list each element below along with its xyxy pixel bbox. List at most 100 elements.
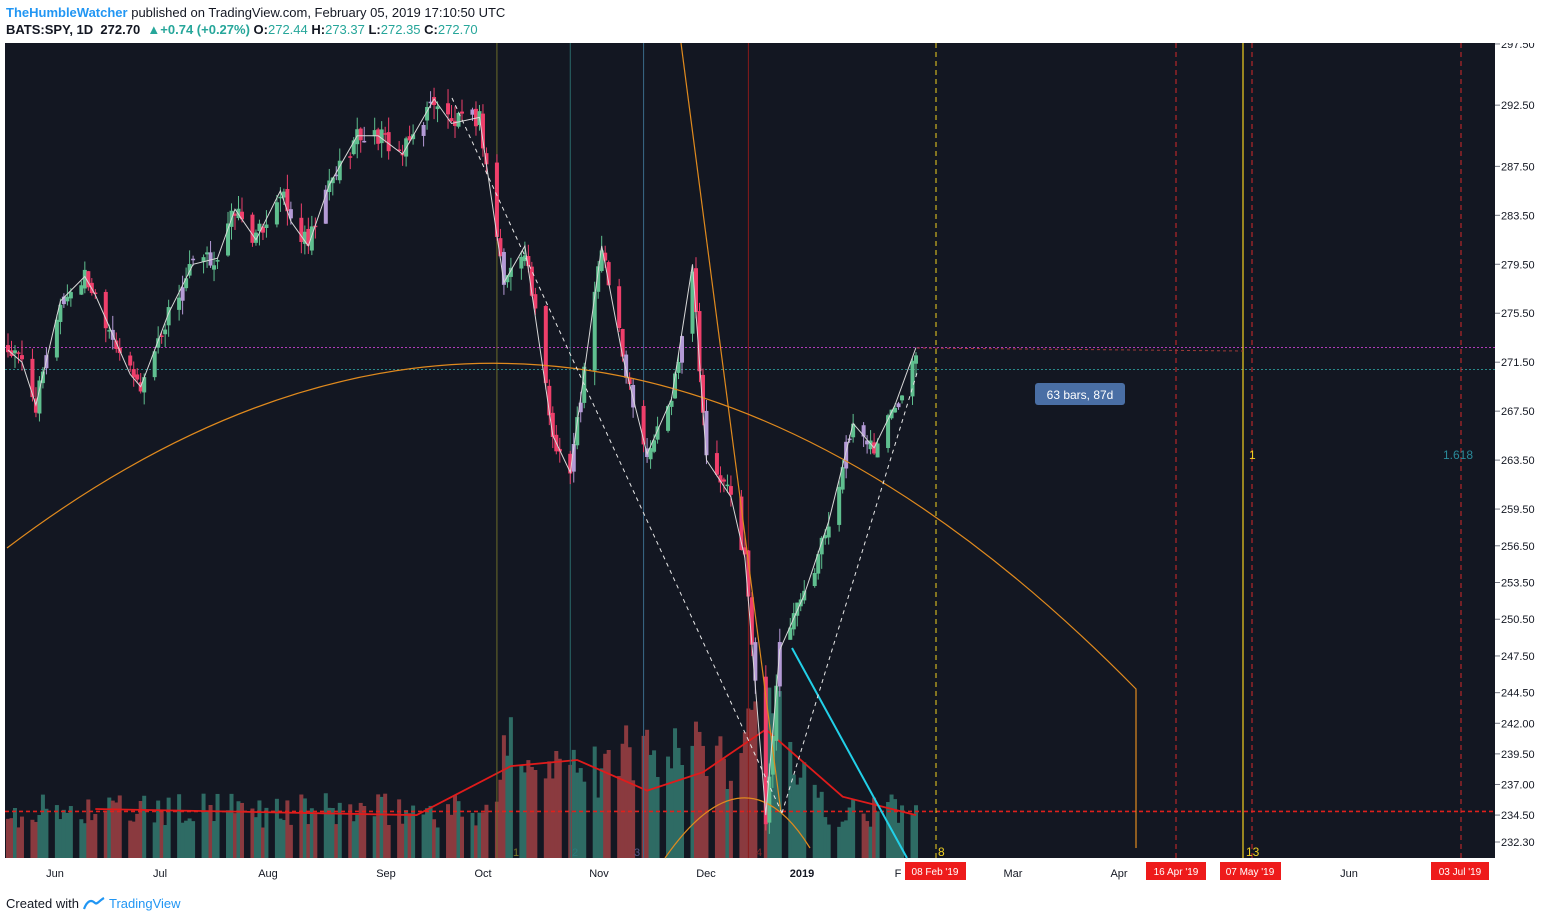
candle-body bbox=[746, 550, 751, 597]
candle-body bbox=[508, 267, 513, 277]
chart-area[interactable]: 297.50 292.50 287.50 283.50 279.50 275.50 271.… bbox=[5, 39, 1546, 886]
candle-body bbox=[156, 338, 161, 348]
volume-bar bbox=[460, 816, 464, 858]
volume-bar bbox=[453, 795, 458, 858]
time-tick-label-4: Oct bbox=[474, 868, 491, 880]
volume-bar bbox=[631, 780, 636, 858]
tradingview-brand[interactable]: TradingView bbox=[108, 896, 181, 911]
candle-body bbox=[470, 109, 475, 115]
volume-bar bbox=[844, 820, 849, 858]
volume-bar bbox=[886, 802, 891, 858]
candle-body bbox=[697, 311, 702, 372]
volume-bar bbox=[65, 812, 70, 858]
volume-bar bbox=[264, 807, 269, 858]
candle-body bbox=[348, 156, 353, 158]
volume-bar bbox=[89, 820, 94, 858]
volume-bar bbox=[82, 823, 87, 858]
volume-bar bbox=[680, 765, 685, 858]
date-tag-07-may-bg bbox=[1220, 862, 1281, 880]
candle-body bbox=[383, 133, 388, 135]
volume-bar bbox=[774, 705, 779, 858]
volume-bar bbox=[718, 736, 723, 858]
candle-body bbox=[128, 355, 133, 366]
volume-bar bbox=[777, 691, 782, 858]
candle-body bbox=[914, 355, 918, 364]
candle-body bbox=[571, 443, 576, 472]
volume-bar bbox=[107, 797, 112, 858]
volume-bar bbox=[351, 821, 356, 858]
volume-bar bbox=[428, 805, 433, 858]
date-tag-03-jul-bg bbox=[1431, 862, 1489, 880]
volume-bar bbox=[16, 827, 21, 858]
candle-body bbox=[281, 191, 286, 198]
volume-bar bbox=[257, 800, 262, 858]
volume-bar bbox=[823, 817, 828, 858]
volume-bar bbox=[30, 819, 35, 858]
price-tick-label-19: 232.30 bbox=[1501, 837, 1535, 849]
volume-bar bbox=[498, 779, 503, 858]
volume-bar bbox=[250, 808, 255, 858]
candle-body bbox=[791, 613, 796, 630]
volume-bar bbox=[253, 817, 258, 858]
candle-body bbox=[714, 453, 719, 475]
volume-bar bbox=[872, 797, 877, 858]
candle-body bbox=[180, 287, 185, 301]
candle-body bbox=[334, 174, 339, 177]
price-tick-label-7: 267.50 bbox=[1501, 406, 1535, 418]
volume-bar bbox=[407, 813, 412, 858]
candle-body bbox=[37, 380, 42, 414]
candle-body bbox=[446, 103, 451, 115]
volume-bar bbox=[704, 775, 709, 858]
candle-body bbox=[900, 395, 905, 401]
candle-body bbox=[774, 685, 779, 741]
candle-body bbox=[212, 265, 217, 270]
volume-bar bbox=[68, 806, 73, 858]
candle-body bbox=[428, 101, 433, 104]
volume-bar bbox=[606, 749, 611, 858]
volume-bar bbox=[529, 766, 534, 858]
volume-bar bbox=[914, 805, 918, 858]
volume-bar bbox=[693, 721, 698, 858]
candle-body bbox=[68, 292, 73, 299]
time-tick-label-2: Aug bbox=[258, 868, 278, 880]
volume-bar bbox=[624, 725, 629, 858]
candle-body bbox=[208, 252, 213, 266]
candle-body bbox=[575, 417, 580, 446]
candle-body bbox=[728, 486, 733, 495]
candle-body bbox=[425, 107, 430, 121]
price-chart[interactable]: 297.50 292.50 287.50 283.50 279.50 275.50 271.… bbox=[5, 39, 1546, 886]
volume-bar bbox=[669, 768, 674, 858]
cycle-count-3: 3 bbox=[634, 847, 640, 859]
volume-bar bbox=[110, 800, 115, 858]
candle-body bbox=[795, 602, 800, 616]
orange-trend-line bbox=[680, 42, 782, 814]
candle-body bbox=[770, 736, 775, 775]
candle-body bbox=[592, 291, 597, 371]
candle-body bbox=[16, 352, 21, 354]
volume-bar bbox=[648, 754, 653, 858]
candle-body bbox=[749, 597, 754, 645]
candle-body bbox=[407, 136, 412, 141]
volume-bar bbox=[554, 750, 559, 858]
high-value: 273.37 bbox=[325, 22, 365, 37]
cyan-trend-line bbox=[791, 647, 908, 859]
created-with-text: Created with bbox=[6, 896, 79, 911]
volume-bar bbox=[533, 769, 538, 858]
author-link[interactable]: TheHumbleWatcher bbox=[6, 5, 128, 20]
volume-bar bbox=[837, 826, 842, 858]
publish-text: published on TradingView.com, February 0… bbox=[131, 5, 506, 20]
volume-bar bbox=[501, 735, 506, 858]
volume-bar bbox=[239, 802, 244, 858]
volume-bar bbox=[288, 824, 293, 858]
volume-bar bbox=[215, 793, 220, 858]
volume-bar bbox=[673, 728, 678, 858]
candle-body bbox=[191, 258, 196, 261]
volume-bar bbox=[299, 794, 304, 858]
volume-bar bbox=[306, 824, 311, 858]
volume-bar bbox=[851, 799, 856, 858]
white-dashed-line bbox=[451, 97, 783, 814]
candle-body bbox=[61, 296, 66, 305]
price-tick-label-17: 237.00 bbox=[1501, 779, 1535, 791]
volume-bar bbox=[749, 709, 754, 858]
volume-bar bbox=[721, 758, 726, 858]
